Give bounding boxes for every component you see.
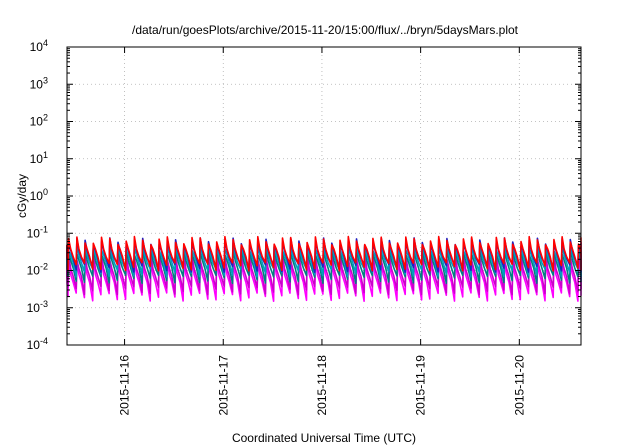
x-tick-label: 2015-11-17 <box>216 355 230 416</box>
y-tick-label: 10-4 <box>27 336 48 352</box>
x-axis: 2015-11-16 2015-11-17 2015-11-18 2015-11-19… <box>118 47 526 416</box>
y-tick-label: 10-2 <box>27 262 48 278</box>
y-tick-label: 101 <box>30 150 48 166</box>
x-tick-label: 2015-11-20 <box>512 355 526 416</box>
grid-lines <box>67 47 581 345</box>
y-tick-label: 103 <box>30 75 48 91</box>
x-tick-label: 2015-11-16 <box>118 355 132 416</box>
y-tick-label: 10-1 <box>27 224 48 240</box>
y-tick-label: 100 <box>30 187 48 203</box>
chart-title: /data/run/goesPlots/archive/2015-11-20/1… <box>132 23 519 37</box>
y-tick-label: 102 <box>30 113 48 129</box>
data-series <box>66 235 582 302</box>
x-tick-label: 2015-11-18 <box>315 355 329 416</box>
y-axis: 10-4 10-3 10-2 10-1 100 101 102 103 104 <box>27 38 581 352</box>
x-tick-label: 2015-11-19 <box>414 355 428 416</box>
series-line <box>66 235 582 272</box>
x-axis-label: Coordinated Universal Time (UTC) <box>232 431 416 445</box>
y-tick-label: 104 <box>30 38 48 54</box>
y-axis-label: cGy/day <box>15 174 29 218</box>
y-tick-label: 10-3 <box>27 299 48 315</box>
